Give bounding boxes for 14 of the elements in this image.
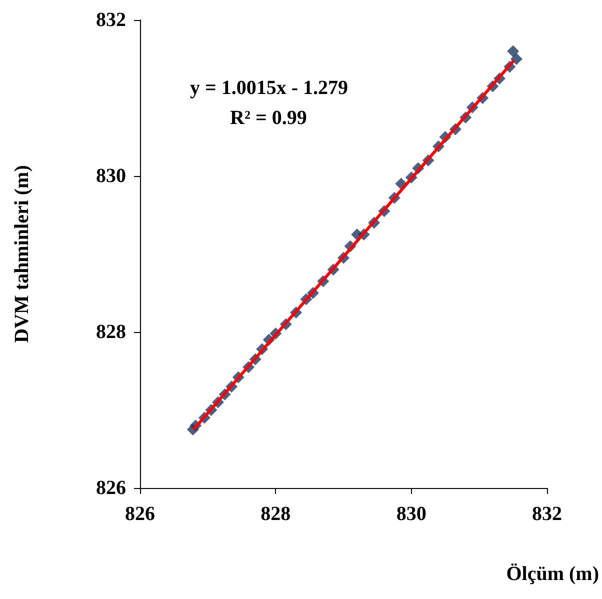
annotation: y = 1.0015x - 1.279 — [190, 77, 348, 99]
point — [507, 45, 520, 58]
y-tick-label: 828 — [96, 321, 126, 343]
x-tick-label: 830 — [396, 503, 426, 525]
x-tick-label: 828 — [260, 503, 291, 525]
y-tick-label: 832 — [96, 9, 126, 31]
x-tick-label: 832 — [532, 503, 562, 525]
annotation: R² = 0.99 — [230, 107, 307, 129]
x-tick-label: 826 — [125, 503, 155, 525]
y-tick-label: 830 — [96, 165, 126, 187]
point — [510, 53, 522, 65]
y-axis-title: DVM tahminleri (m) — [11, 165, 33, 343]
y-tick-label: 826 — [96, 477, 126, 499]
x-axis-title: Ölçüm (m) — [506, 563, 599, 585]
